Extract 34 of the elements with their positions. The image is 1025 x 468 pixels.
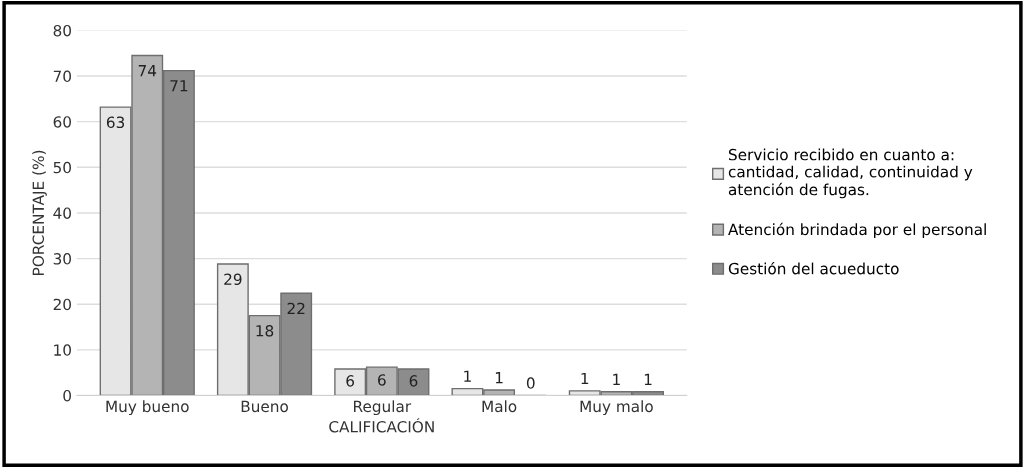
x-tick-label: Muy malo xyxy=(580,400,653,416)
y-tick-label: 50 xyxy=(53,161,71,174)
data-label: 29 xyxy=(224,273,242,285)
x-tick-label: Bueno xyxy=(241,400,288,413)
data-label: 0 xyxy=(526,377,535,389)
y-tick-label: 60 xyxy=(53,116,71,128)
legend-label: Servicio recibido en cuanto a: cantidad, calidad, continuidad y atención de fugas. xyxy=(728,148,973,199)
data-label: 1 xyxy=(644,373,652,385)
data-label: 1 xyxy=(495,372,503,384)
y-axis-title: PORCENTAJE (%) xyxy=(32,150,47,275)
data-label: 1 xyxy=(613,373,620,385)
y-tick-label: 30 xyxy=(53,253,71,265)
data-label: 6 xyxy=(378,374,386,386)
x-tick-label: Muy bueno xyxy=(106,400,189,416)
data-label: 22 xyxy=(287,302,305,314)
y-tick-label: 40 xyxy=(53,207,71,219)
y-tick-label: 10 xyxy=(54,344,71,356)
data-label: 18 xyxy=(256,325,274,337)
x-tick-label: Malo xyxy=(482,400,517,413)
legend-label: Atención brindada por el personal xyxy=(728,222,986,239)
y-tick-label: 0 xyxy=(63,389,71,402)
x-tick-label: Regular xyxy=(354,400,412,416)
data-label: 1 xyxy=(464,370,471,382)
data-label: 1 xyxy=(581,372,589,385)
data-label: 6 xyxy=(409,375,418,387)
legend-label: Gestión del acueducto xyxy=(728,261,899,275)
y-tick-label: 80 xyxy=(53,24,71,37)
y-tick-label: 20 xyxy=(53,298,71,311)
data-label: 6 xyxy=(346,375,355,387)
data-label: 74 xyxy=(138,65,157,77)
data-label: 71 xyxy=(170,80,188,92)
data-label: 63 xyxy=(106,116,125,129)
y-tick-label: 70 xyxy=(53,70,71,83)
x-axis-title: CALIFICACIÓN xyxy=(329,418,434,433)
